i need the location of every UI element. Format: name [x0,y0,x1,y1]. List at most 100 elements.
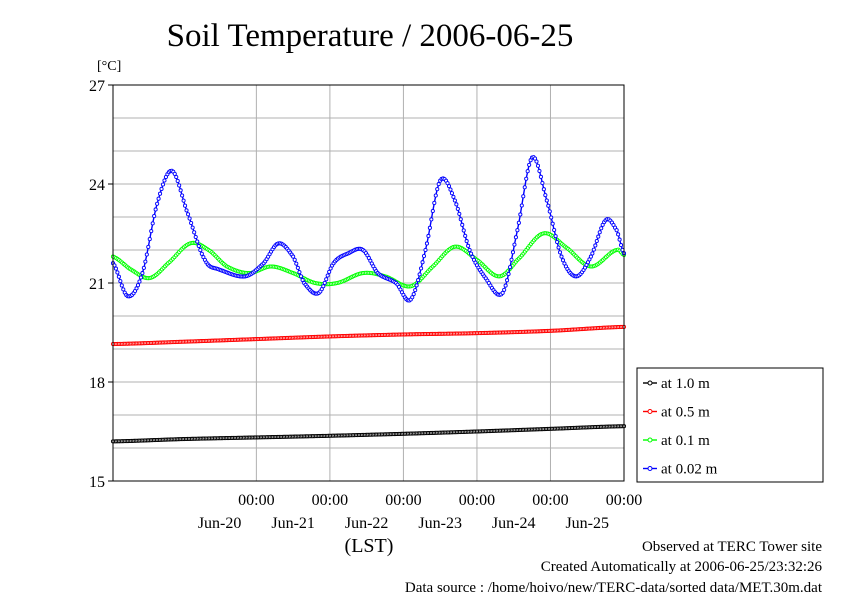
data-point [195,239,200,244]
y-ticks: 15 18 21 24 27 [89,78,113,491]
data-point [454,202,459,207]
data-point [451,194,456,199]
data-point [424,241,430,246]
data-point [469,251,474,256]
data-point [430,208,435,214]
series-at-1-0-m [110,424,627,444]
chart-title: Soil Temperature / 2006-06-25 [167,18,574,54]
data-point [596,234,601,239]
data-point [619,243,624,248]
legend-label: at 0.1 m [661,433,710,449]
data-point [118,279,123,284]
data-point [519,203,524,208]
data-point [186,212,191,217]
data-point [527,162,532,167]
data-point [149,229,154,234]
data-point [549,215,554,220]
data-point [150,221,155,226]
data-point [457,211,462,216]
data-point [196,243,201,249]
data-point [193,234,198,240]
y-tick-label: 21 [89,276,105,293]
data-point [594,238,599,244]
data-point [175,178,180,183]
legend-label: at 0.5 m [661,405,710,421]
data-point [544,198,549,203]
data-point [414,283,419,288]
data-point [297,270,302,275]
legend-entry: at 0.02 m [643,462,718,478]
data-point [446,184,452,189]
legend-swatch-marker [647,409,653,414]
data-point [187,216,192,221]
data-point [321,284,326,289]
data-point [180,193,185,198]
data-point [524,176,529,181]
data-point [518,212,523,217]
data-point [503,283,508,288]
data-point [426,233,431,239]
data-point [541,187,546,192]
data-point [298,274,304,279]
y-axis-unit: [°C] [97,59,121,74]
data-point [502,287,507,292]
data-point [419,266,424,271]
legend-entry: at 0.5 m [643,405,710,421]
data-point [324,277,329,282]
data-point [460,222,465,227]
data-point [174,174,179,180]
data-point [181,198,186,203]
x-tick-time: 00:00 [238,492,274,509]
data-point [292,257,297,262]
legend-label: at 0.02 m [661,462,718,478]
data-point [555,239,560,245]
data-point [433,193,438,198]
data-point [449,191,455,196]
data-point [156,196,161,201]
data-point [159,186,164,191]
data-point [411,292,416,297]
x-axis-label: (LST) [345,535,394,557]
data-point [291,254,296,259]
data-point [461,228,466,233]
data-point [512,242,517,247]
data-point [466,243,471,248]
data-point [436,182,441,187]
data-point [417,272,422,277]
data-point [182,203,188,208]
data-point [184,208,189,213]
observed-site-text: Observed at TERC Tower site [642,539,822,555]
data-point [199,251,204,256]
data-point [146,244,151,250]
data-point [597,230,602,235]
x-tick-time: 00:00 [385,492,421,509]
data-point [599,226,604,231]
data-point [547,209,552,214]
x-tick-date: Jun-22 [345,515,389,532]
data-point [540,180,545,186]
data-point [172,171,177,176]
x-tick-date: Jun-25 [565,515,609,532]
data-point [553,234,558,239]
data-point [509,257,514,262]
x-tick-time: 00:00 [606,492,642,509]
data-point [322,280,327,285]
y-tick-label: 27 [89,78,105,95]
data-point [294,261,299,266]
data-point [190,225,195,230]
data-point [116,274,121,279]
data-point [550,221,555,226]
data-point [525,169,530,174]
data-point [552,227,557,233]
data-point [455,206,460,211]
x-tick-date: Jun-23 [418,515,462,532]
data-point [516,220,521,225]
series-at-0-02-m [110,155,627,303]
data-point [198,248,203,253]
grid [113,84,625,482]
data-point [435,187,440,192]
x-tick-date: Jun-24 [492,515,536,532]
data-point [137,279,142,284]
data-point [559,254,564,259]
data-point [513,235,518,240]
